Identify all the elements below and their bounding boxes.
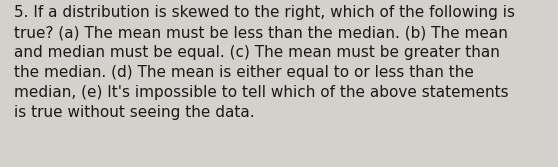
Text: 5. If a distribution is skewed to the right, which of the following is
true? (a): 5. If a distribution is skewed to the ri… xyxy=(14,5,515,120)
